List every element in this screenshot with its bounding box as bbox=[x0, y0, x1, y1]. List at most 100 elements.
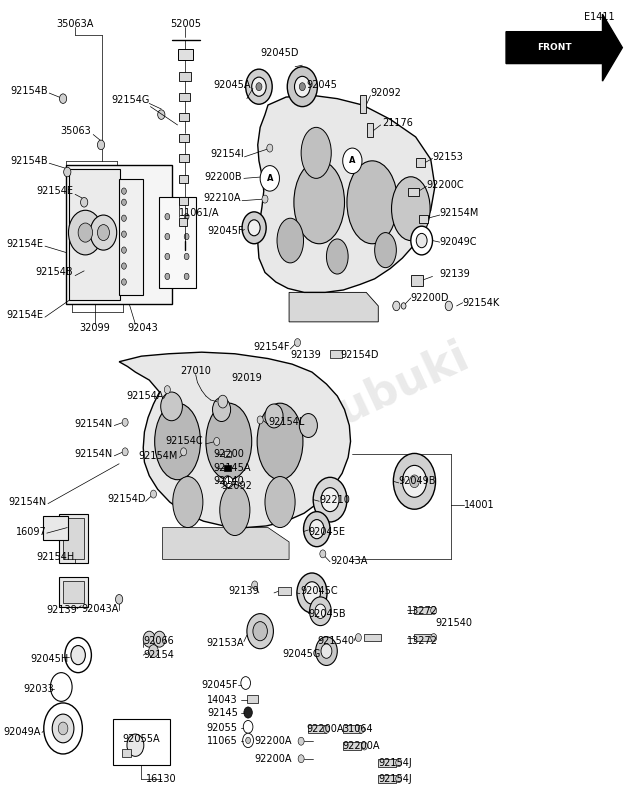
Circle shape bbox=[143, 631, 155, 647]
Ellipse shape bbox=[327, 239, 348, 274]
Circle shape bbox=[115, 594, 123, 604]
Text: 92153A: 92153A bbox=[207, 638, 244, 648]
Circle shape bbox=[309, 597, 332, 626]
Bar bbox=[179, 113, 189, 121]
Circle shape bbox=[212, 398, 231, 422]
Text: 92154N: 92154N bbox=[75, 450, 113, 459]
Circle shape bbox=[256, 82, 262, 90]
Bar bbox=[59, 577, 87, 607]
Circle shape bbox=[243, 721, 253, 734]
Text: 92154L: 92154L bbox=[268, 418, 304, 427]
Circle shape bbox=[165, 254, 170, 260]
Circle shape bbox=[403, 466, 427, 498]
Text: 92045F: 92045F bbox=[207, 226, 244, 236]
Circle shape bbox=[392, 301, 400, 310]
Circle shape bbox=[223, 476, 232, 487]
Text: 92045C: 92045C bbox=[300, 586, 337, 596]
Text: 13272: 13272 bbox=[406, 636, 437, 646]
Circle shape bbox=[81, 198, 87, 207]
Bar bbox=[160, 197, 196, 288]
Text: 92153: 92153 bbox=[432, 152, 463, 162]
Circle shape bbox=[323, 726, 330, 734]
Bar bbox=[408, 188, 419, 196]
Circle shape bbox=[242, 212, 266, 244]
Text: 92066: 92066 bbox=[143, 636, 174, 646]
Text: 92045G: 92045G bbox=[282, 649, 320, 658]
Text: 92145: 92145 bbox=[207, 708, 238, 718]
Text: 92043A: 92043A bbox=[330, 556, 368, 566]
Circle shape bbox=[298, 754, 304, 762]
Circle shape bbox=[63, 167, 71, 177]
Text: 92140: 92140 bbox=[214, 476, 245, 486]
Circle shape bbox=[218, 395, 228, 408]
Circle shape bbox=[165, 214, 170, 220]
Text: 92045F: 92045F bbox=[202, 681, 238, 690]
Bar bbox=[113, 719, 171, 765]
Bar bbox=[247, 695, 258, 703]
Circle shape bbox=[184, 274, 189, 280]
Circle shape bbox=[298, 738, 304, 745]
Circle shape bbox=[262, 173, 268, 181]
Bar bbox=[63, 518, 84, 559]
Circle shape bbox=[244, 707, 252, 718]
Circle shape bbox=[411, 226, 432, 255]
Circle shape bbox=[164, 386, 171, 394]
Text: 92200A: 92200A bbox=[255, 754, 292, 764]
Text: 92200A: 92200A bbox=[306, 724, 344, 734]
Circle shape bbox=[44, 703, 82, 754]
Ellipse shape bbox=[375, 233, 396, 268]
Bar bbox=[365, 634, 381, 641]
Circle shape bbox=[122, 188, 126, 194]
Text: 92154E: 92154E bbox=[6, 238, 43, 249]
Text: 92154H: 92154H bbox=[37, 552, 75, 562]
Text: 921540: 921540 bbox=[317, 636, 354, 646]
Circle shape bbox=[122, 279, 126, 285]
Circle shape bbox=[393, 454, 436, 510]
Circle shape bbox=[241, 677, 250, 690]
Text: 92145A: 92145A bbox=[214, 462, 251, 473]
Text: 14043: 14043 bbox=[207, 694, 238, 705]
Text: 92033: 92033 bbox=[23, 683, 54, 694]
Circle shape bbox=[401, 302, 406, 309]
Text: 92139: 92139 bbox=[440, 269, 470, 279]
Text: 92045H: 92045H bbox=[31, 654, 69, 664]
Text: 13272: 13272 bbox=[406, 606, 437, 616]
Circle shape bbox=[430, 606, 437, 614]
Text: 27010: 27010 bbox=[180, 366, 211, 376]
Bar bbox=[368, 122, 373, 137]
Text: 92055A: 92055A bbox=[122, 734, 160, 744]
Text: 92055: 92055 bbox=[207, 722, 238, 733]
Circle shape bbox=[78, 223, 93, 242]
Bar bbox=[360, 95, 366, 113]
Circle shape bbox=[184, 214, 189, 220]
Text: 92139: 92139 bbox=[46, 606, 77, 615]
Circle shape bbox=[224, 477, 233, 488]
Circle shape bbox=[320, 550, 326, 558]
Circle shape bbox=[153, 631, 165, 647]
Ellipse shape bbox=[220, 485, 250, 535]
Polygon shape bbox=[162, 527, 289, 559]
Circle shape bbox=[257, 416, 263, 424]
Text: PartsFubuki: PartsFubuki bbox=[186, 333, 476, 498]
Text: 92139: 92139 bbox=[290, 350, 321, 360]
Circle shape bbox=[98, 225, 110, 241]
Text: 35063A: 35063A bbox=[56, 18, 94, 29]
Bar bbox=[119, 179, 143, 294]
Circle shape bbox=[90, 215, 117, 250]
Circle shape bbox=[299, 414, 318, 438]
Circle shape bbox=[127, 734, 144, 756]
Text: 92154N: 92154N bbox=[75, 419, 113, 429]
Bar bbox=[59, 514, 87, 563]
Bar bbox=[122, 749, 131, 757]
Polygon shape bbox=[119, 352, 351, 527]
Circle shape bbox=[445, 301, 453, 310]
Circle shape bbox=[309, 519, 324, 538]
Circle shape bbox=[98, 140, 105, 150]
Circle shape bbox=[181, 448, 186, 456]
Circle shape bbox=[247, 614, 273, 649]
Bar bbox=[179, 134, 189, 142]
Text: 92154N: 92154N bbox=[8, 497, 47, 507]
Text: 31064: 31064 bbox=[342, 724, 373, 734]
Ellipse shape bbox=[347, 161, 398, 244]
Circle shape bbox=[246, 738, 250, 744]
